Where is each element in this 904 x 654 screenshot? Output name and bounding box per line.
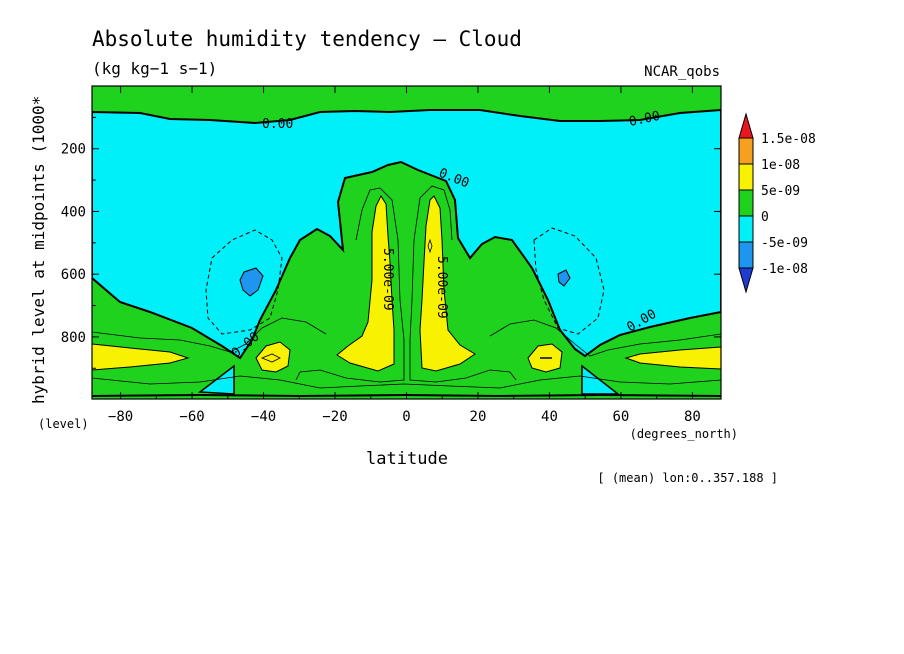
colorbar-arrow-top	[738, 112, 754, 139]
surface-contour-south	[92, 317, 327, 353]
x-tick-label: 80	[684, 409, 701, 425]
colorbar-label: 0	[761, 210, 769, 225]
inner-contour-south	[295, 187, 405, 383]
dashed-contour-north	[533, 227, 605, 335]
diamond-contour-south	[260, 353, 281, 363]
colorbar-swatch	[738, 189, 754, 217]
colorbar: 1.5e-08 1e-08 5e-09 0 -5e-09 -1e-08	[738, 112, 816, 294]
x-axis: −80 −60 −40 −20 0 20 40 60 80	[108, 86, 701, 425]
strong-negative-north	[557, 269, 571, 287]
plot-area: 0.00 0.00 0.00 0.00 0.00 5.00e-09 5.00e-…	[61, 85, 722, 425]
colorbar-label: 5e-09	[761, 184, 800, 199]
positive-column-north	[419, 195, 476, 372]
colorbar-swatch	[738, 215, 754, 243]
colorbar-label: -1e-08	[761, 262, 808, 277]
positive-column-south	[336, 194, 395, 372]
contour-label: 0.00	[262, 117, 293, 132]
y-tick-label: 200	[61, 142, 86, 158]
colorbar-arrow-bottom	[738, 267, 754, 294]
contour-label: 5.00e-09	[380, 248, 395, 311]
footnote: [ (mean) lon:0..357.188 ]	[597, 471, 778, 485]
inner-contour-north	[409, 185, 517, 383]
dashed-contour-south	[205, 229, 283, 335]
positive-band-north	[624, 346, 721, 370]
low-contour-band	[92, 375, 721, 389]
y-tick-label: 400	[61, 204, 86, 220]
contour-label: 5.00e-09	[434, 256, 449, 319]
x-tick-label: 40	[541, 409, 558, 425]
negative-region-north	[581, 364, 621, 395]
colorbar-label: 1.5e-08	[761, 132, 816, 147]
colorbar-label: -5e-09	[761, 236, 808, 251]
colorbar-label: 1e-08	[761, 158, 800, 173]
y-tick-label: 800	[61, 330, 86, 346]
surface-contour-north	[489, 319, 721, 357]
x-axis-label: latitude	[366, 449, 448, 469]
x-tick-label: 20	[470, 409, 487, 425]
diamond-contour-mid	[427, 238, 433, 254]
chart-title: Absolute humidity tendency — Cloud	[92, 27, 522, 51]
colorbar-swatch	[738, 241, 754, 269]
negative-region-south	[197, 364, 235, 395]
x-tick-label: −60	[179, 409, 204, 425]
dataset-label: NCAR_qobs	[644, 64, 720, 80]
colorbar-swatch	[738, 137, 754, 165]
y-axis: 200 400 600 800	[61, 116, 721, 369]
chart-subtitle: (kg kg−1 s−1)	[92, 59, 217, 78]
x-tick-label: 0	[402, 409, 410, 425]
y-tick-label: 600	[61, 267, 86, 283]
strong-negative-south	[239, 267, 264, 297]
x-tick-label: −40	[251, 409, 276, 425]
contour-label: 0.00	[628, 109, 662, 130]
x-tick-label: −80	[108, 409, 133, 425]
x-axis-unit: (degrees_north)	[630, 427, 738, 441]
bottom-contour-line	[92, 393, 721, 398]
x-tick-label: 60	[613, 409, 630, 425]
colorbar-swatch	[738, 163, 754, 191]
positive-blob-south	[255, 341, 291, 373]
y-axis-unit: (level)	[38, 417, 89, 431]
y-axis-label: hybrid level at midpoints (1000*	[29, 96, 48, 404]
x-tick-label: −20	[322, 409, 347, 425]
positive-band-south	[92, 343, 190, 371]
